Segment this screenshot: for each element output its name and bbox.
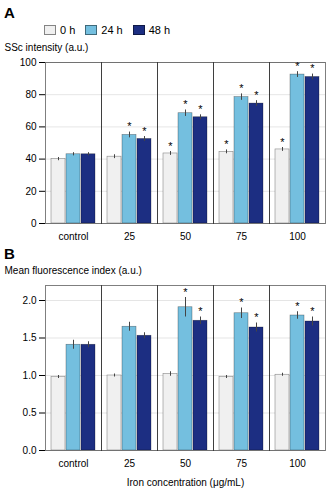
svg-text:*: *: [280, 136, 285, 148]
svg-text:0.0: 0.0: [23, 445, 37, 456]
svg-text:60: 60: [25, 121, 37, 132]
svg-text:*: *: [183, 98, 188, 110]
svg-text:*: *: [127, 120, 132, 132]
svg-text:Mean fluorescence index (a.u.): Mean fluorescence index (a.u.): [5, 265, 142, 276]
svg-text:25: 25: [124, 458, 136, 469]
svg-text:control: control: [58, 231, 88, 242]
svg-text:*: *: [198, 103, 203, 115]
svg-text:SSc intensity (a.u.): SSc intensity (a.u.): [5, 42, 89, 53]
svg-text:100: 100: [289, 231, 306, 242]
html-text:24 h: 24 h: [101, 24, 123, 36]
svg-text:*: *: [183, 286, 188, 298]
svg-text:1.0: 1.0: [23, 370, 37, 381]
svg-text:control: control: [58, 458, 88, 469]
svg-text:100: 100: [289, 458, 306, 469]
svg-text:*: *: [254, 89, 259, 101]
svg-text:80: 80: [25, 89, 37, 100]
svg-text:50: 50: [180, 231, 192, 242]
svg-text:*: *: [295, 300, 300, 312]
svg-text:2.0: 2.0: [23, 295, 37, 306]
svg-text:Iron concentration (μg/mL): Iron concentration (μg/mL): [127, 477, 244, 488]
svg-text:*: *: [310, 62, 315, 74]
svg-text:*: *: [168, 140, 173, 152]
svg-text:50: 50: [180, 458, 192, 469]
svg-text:*: *: [142, 125, 147, 137]
svg-text:*: *: [198, 305, 203, 317]
svg-text:0: 0: [31, 218, 37, 229]
svg-text:*: *: [295, 60, 300, 72]
svg-text:75: 75: [236, 458, 248, 469]
svg-text:*: *: [224, 138, 229, 150]
svg-text:*: *: [254, 311, 259, 323]
svg-text:*: *: [239, 82, 244, 94]
svg-text:25: 25: [124, 231, 136, 242]
svg-text:20: 20: [25, 186, 37, 197]
html-text:48 h: 48 h: [148, 24, 171, 36]
svg-text:100: 100: [20, 57, 37, 68]
svg-text:1.5: 1.5: [23, 332, 37, 343]
svg-text:*: *: [310, 305, 315, 317]
svg-text:0.5: 0.5: [23, 407, 37, 418]
html-text:A: A: [4, 4, 15, 21]
svg-text:*: *: [239, 296, 244, 308]
html-text:B: B: [4, 245, 15, 262]
html-text:0 h: 0 h: [60, 24, 76, 36]
svg-text:75: 75: [236, 231, 248, 242]
svg-text:40: 40: [25, 153, 37, 164]
